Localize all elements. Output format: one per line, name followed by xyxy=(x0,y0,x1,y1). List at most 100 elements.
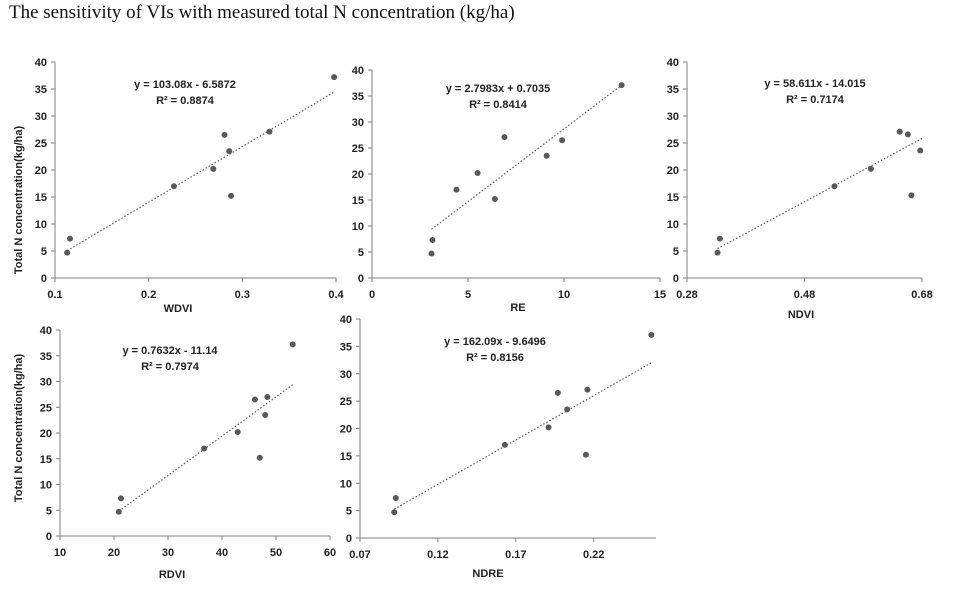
wdvi-r-squared: R² = 0.8874 xyxy=(156,95,215,107)
figure-title: The sensitivity of VIs with measured tot… xyxy=(9,2,515,23)
wdvi-data-point xyxy=(210,165,217,172)
ndre-data-point xyxy=(648,331,655,338)
wdvi-trendline xyxy=(66,91,335,252)
ndre-ytick-label: 35 xyxy=(340,341,352,353)
ndre-ytick-label: 15 xyxy=(340,451,352,463)
wdvi-data-point xyxy=(64,249,71,256)
rdvi-ytick-label: 15 xyxy=(40,454,52,466)
rdvi-data-point xyxy=(201,445,208,452)
ndre-ytick-label: 40 xyxy=(340,314,352,326)
ndvi-data-point xyxy=(896,128,903,135)
ndvi-ytick-label: 20 xyxy=(667,165,679,177)
rdvi-data-point xyxy=(256,454,263,461)
ndvi-ytick-label: 30 xyxy=(667,111,679,123)
ndre-ytick-label: 20 xyxy=(340,424,352,436)
rdvi-ytick-label: 5 xyxy=(46,505,52,517)
re-xtick-label: 10 xyxy=(558,289,570,301)
ndre-xtick-label: 0.17 xyxy=(505,549,526,561)
rdvi-x-label: RDVI xyxy=(159,569,185,581)
wdvi-ytick-label: 35 xyxy=(35,84,47,96)
re-ytick-label: 25 xyxy=(352,143,364,155)
ndvi-ytick-label: 5 xyxy=(673,246,679,258)
ndvi-ytick-label: 10 xyxy=(667,219,679,231)
rdvi-ytick-label: 0 xyxy=(46,531,52,543)
ndre-trendline xyxy=(393,362,652,510)
re-xtick-label: 5 xyxy=(465,289,471,301)
wdvi-data-point xyxy=(228,192,235,199)
rdvi-data-point xyxy=(262,411,269,418)
ndre-ytick-label: 10 xyxy=(340,478,352,490)
wdvi-x-label: WDVI xyxy=(164,303,193,315)
ndre-data-point xyxy=(554,389,561,396)
re-xtick-label: 0 xyxy=(369,289,375,301)
chart-wdvi: 0 5 10 15 20 25 30 35 40 0.1 0.2 0.3 0.4 y = 103.08x … xyxy=(13,57,345,315)
ndre-data-point xyxy=(392,495,399,502)
ndre-x-label: NDRE xyxy=(472,568,503,580)
wdvi-ytick-label: 30 xyxy=(35,111,47,123)
ndvi-ytick-label: 40 xyxy=(667,57,679,69)
wdvi-ytick-label: 0 xyxy=(41,273,47,285)
wdvi-data-point xyxy=(266,128,273,135)
re-ytick-label: 0 xyxy=(358,273,364,285)
ndvi-data-point xyxy=(867,165,874,172)
rdvi-xtick-label: 60 xyxy=(324,547,336,559)
rdvi-data-point xyxy=(264,393,271,400)
ndvi-trendline xyxy=(717,137,923,250)
ndre-ytick-label: 25 xyxy=(340,396,352,408)
rdvi-ytick-label: 20 xyxy=(40,428,52,440)
re-ytick-label: 5 xyxy=(358,247,364,259)
rdvi-data-point xyxy=(118,495,125,502)
re-ytick-label: 15 xyxy=(352,195,364,207)
rdvi-xtick-label: 50 xyxy=(270,547,282,559)
rdvi-data-point xyxy=(234,428,241,435)
rdvi-xtick-label: 10 xyxy=(54,547,66,559)
rdvi-y-label: Total N concentration(kg/ha) xyxy=(13,354,25,503)
ndre-data-point xyxy=(501,441,508,448)
re-r-squared: R² = 0.8414 xyxy=(469,99,528,111)
ndvi-x-label: NDVI xyxy=(788,309,814,321)
ndvi-xtick-label: 0.68 xyxy=(911,289,932,301)
rdvi-trendline xyxy=(118,384,294,512)
ndvi-ytick-label: 0 xyxy=(673,273,679,285)
re-trendline xyxy=(431,84,622,230)
re-data-point xyxy=(559,137,566,144)
re-data-point xyxy=(491,195,498,202)
ndvi-data-point xyxy=(831,183,838,190)
ndre-equation: y = 162.09x - 9.6496 xyxy=(444,336,546,348)
re-ytick-label: 40 xyxy=(352,65,364,77)
ndvi-data-point xyxy=(714,249,721,256)
ndre-data-point xyxy=(391,509,398,516)
rdvi-ytick-label: 30 xyxy=(40,377,52,389)
rdvi-equation: y = 0.7632x - 11.14 xyxy=(122,345,218,357)
re-data-point xyxy=(474,169,481,176)
ndre-ytick-label: 0 xyxy=(346,533,352,545)
ndre-data-point xyxy=(564,406,571,413)
rdvi-xtick-label: 20 xyxy=(108,547,120,559)
re-data-point xyxy=(428,250,435,257)
wdvi-y-label: Total N concentration(kg/ha) xyxy=(13,126,25,275)
wdvi-ytick-label: 20 xyxy=(35,165,47,177)
re-data-point xyxy=(618,82,625,89)
ndvi-xtick-label: 0.28 xyxy=(676,289,697,301)
re-data-point xyxy=(429,237,436,244)
ndvi-data-point xyxy=(716,235,723,242)
re-ytick-label: 20 xyxy=(352,169,364,181)
re-x-label: RE xyxy=(510,302,525,314)
ndre-xtick-label: 0.12 xyxy=(427,549,448,561)
ndre-xtick-label: 0.07 xyxy=(349,549,370,561)
wdvi-xtick-label: 0.1 xyxy=(47,289,62,301)
ndre-data-point xyxy=(584,386,591,393)
ndvi-xtick-label: 0.48 xyxy=(794,289,815,301)
chart-re: 0 5 10 15 20 25 30 35 40 0 5 10 15 y = 2.7983x + 0.70… xyxy=(352,65,666,314)
re-data-point xyxy=(453,186,460,193)
re-xtick-label: 15 xyxy=(654,289,666,301)
wdvi-xtick-label: 0.3 xyxy=(235,289,250,301)
wdvi-data-point xyxy=(221,131,228,138)
re-ytick-label: 30 xyxy=(352,117,364,129)
wdvi-xtick-label: 0.4 xyxy=(328,289,344,301)
ndvi-equation: y = 58.611x - 14.015 xyxy=(764,78,865,90)
wdvi-ytick-label: 10 xyxy=(35,219,47,231)
wdvi-data-point xyxy=(226,148,233,155)
re-data-point xyxy=(501,134,508,141)
ndre-ytick-label: 30 xyxy=(340,369,352,381)
